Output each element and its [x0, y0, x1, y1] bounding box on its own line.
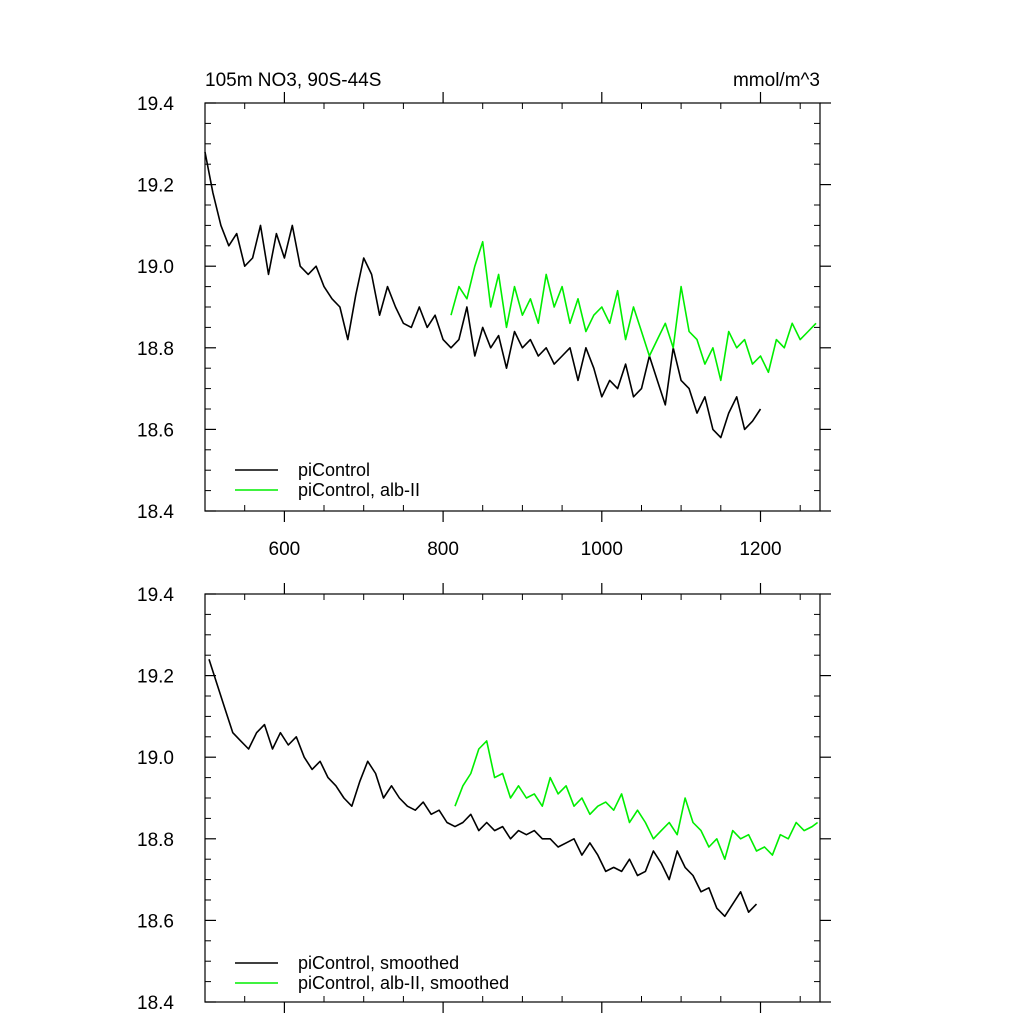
top-y-tick-label: 18.6 [137, 420, 174, 441]
top-x-tick-label: 1200 [739, 539, 781, 560]
top-y-tick-label: 18.4 [137, 502, 174, 523]
bottom-series-line-0 [208, 659, 758, 918]
bottom-y-tick-label: 18.8 [137, 830, 174, 851]
bottom-y-tick-label: 18.4 [137, 993, 174, 1014]
bottom-series-line-1 [454, 740, 819, 861]
top-x-tick-label: 600 [269, 539, 301, 560]
bottom-y-tick-label: 19.2 [137, 667, 174, 688]
top-panel-frame [204, 102, 821, 512]
top-legend-label-1: piControl, alb-II [298, 480, 420, 500]
bottom-y-tick-label: 19.4 [137, 585, 174, 606]
top-series-line-0 [204, 151, 762, 439]
bottom-panel-frame [204, 593, 821, 1003]
bottom-y-tick-label: 18.6 [137, 911, 174, 932]
bottom-panel: 18.4 18.6 18.8 19.0 19.2 19.4 piControl, smoo… [137, 583, 831, 1014]
top-x-tick-label: 800 [427, 539, 459, 560]
bottom-legend-label-0: piControl, smoothed [298, 953, 459, 973]
bottom-y-tick-label: 19.0 [137, 748, 174, 769]
top-x-tick-label: 1000 [581, 539, 623, 560]
top-panel-lines [204, 151, 817, 439]
bottom-panel-ticks: 18.4 18.6 18.8 19.0 19.2 19.4 [137, 583, 831, 1014]
top-y-tick-label: 18.8 [137, 339, 174, 360]
top-y-tick-label: 19.2 [137, 176, 174, 197]
top-y-tick-label: 19.0 [137, 257, 174, 278]
top-panel-units: mmol/m^3 [733, 70, 820, 91]
bottom-panel-lines [208, 659, 819, 918]
top-series-line-1 [450, 240, 817, 382]
top-y-tick-label: 19.4 [137, 94, 174, 115]
top-panel-title: 105m NO3, 90S-44S [205, 70, 381, 91]
top-legend-label-0: piControl [298, 460, 370, 480]
top-panel-ticks: 600 800 1000 1200 18.4 18.6 18.8 19.0 19.2 19.4 [137, 92, 831, 560]
top-panel: 105m NO3, 90S-44S mmol/m^3 600 800 1000 120… [137, 70, 831, 560]
bottom-legend-label-1: piControl, alb-II, smoothed [298, 973, 509, 993]
